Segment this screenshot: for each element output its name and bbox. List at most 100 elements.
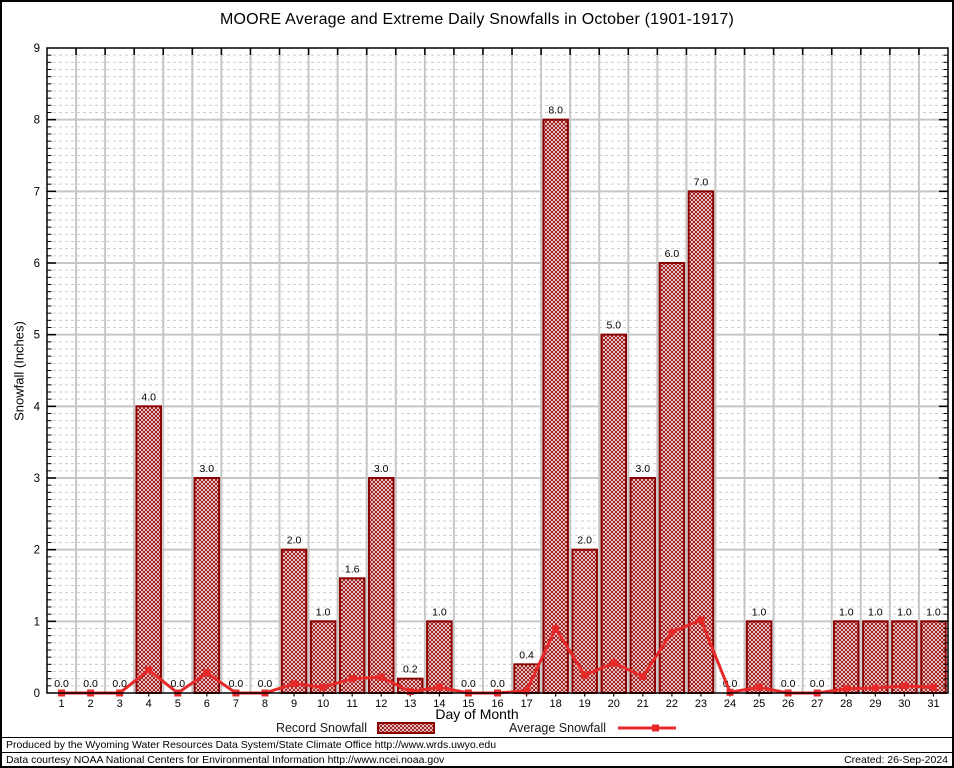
footer: Produced by the Wyoming Water Resources … bbox=[2, 737, 952, 766]
average-marker bbox=[348, 675, 356, 683]
record-bar-day-12 bbox=[367, 477, 395, 694]
x-tick-label: 19 bbox=[579, 698, 591, 710]
x-tick-label: 8 bbox=[262, 698, 268, 710]
record-bar-day-6 bbox=[193, 477, 221, 694]
y-tick-label: 1 bbox=[34, 616, 40, 628]
record-bar-day-28 bbox=[833, 620, 860, 694]
x-tick-label: 28 bbox=[840, 698, 852, 710]
average-marker bbox=[697, 616, 705, 624]
x-tick-label: 27 bbox=[811, 698, 823, 710]
record-bar-day-4 bbox=[135, 405, 162, 694]
legend-average-label: Average Snowfall bbox=[508, 721, 607, 735]
average-marker bbox=[435, 683, 443, 691]
y-tick-label: 0 bbox=[34, 688, 40, 700]
bar-value-label: 0.4 bbox=[519, 649, 534, 661]
bar-value-label: 8.0 bbox=[548, 105, 563, 117]
y-tick-labels: 0 1 2 3 4 5 6 7 8 9 bbox=[34, 43, 41, 700]
bar-value-label: 3.0 bbox=[200, 463, 215, 475]
bar-value-label: 6.0 bbox=[665, 248, 680, 260]
legend-record-label: Record Snowfall bbox=[275, 721, 367, 735]
x-tick-label: 10 bbox=[317, 698, 329, 710]
average-marker bbox=[203, 669, 211, 677]
x-tick-label: 4 bbox=[146, 698, 152, 710]
record-bar-day-11 bbox=[338, 577, 366, 694]
x-tick-label: 24 bbox=[724, 698, 736, 710]
average-marker bbox=[639, 673, 647, 681]
record-bar-day-23 bbox=[687, 190, 715, 694]
y-tick-label: 8 bbox=[34, 115, 40, 127]
y-tick-label: 9 bbox=[34, 43, 40, 55]
bar-value-label: 1.0 bbox=[839, 606, 854, 618]
bar-value-label: 0.0 bbox=[229, 678, 244, 690]
x-tick-label: 5 bbox=[175, 698, 181, 710]
bar-value-label: 1.6 bbox=[345, 563, 360, 575]
x-tick-label: 29 bbox=[869, 698, 881, 710]
bar-value-label: 0.0 bbox=[258, 678, 273, 690]
x-tick-label: 2 bbox=[88, 698, 94, 710]
x-tick-label: 23 bbox=[695, 698, 707, 710]
average-marker bbox=[668, 628, 676, 636]
bar-value-label: 0.0 bbox=[83, 678, 98, 690]
average-marker bbox=[929, 683, 937, 691]
record-snowfall-bars: 0.0 0.0 0.0 4.0 0.0 3.0 0.0 0.0 2.0 1.0 1.6 3.0 0.2 1… bbox=[54, 105, 947, 695]
average-marker bbox=[523, 687, 531, 695]
y-tick-label: 3 bbox=[34, 473, 40, 485]
average-marker bbox=[377, 673, 385, 681]
x-tick-label: 15 bbox=[462, 698, 474, 710]
legend-item-average: Average Snowfall bbox=[509, 721, 678, 735]
x-tick-label: 3 bbox=[117, 698, 123, 710]
bar-value-label: 3.0 bbox=[636, 463, 651, 475]
x-tick-label: 13 bbox=[404, 698, 416, 710]
chart-title: MOORE Average and Extreme Daily Snowfall… bbox=[219, 11, 735, 28]
average-marker bbox=[871, 684, 879, 692]
x-tick-labels: 1 2 3 4 5 6 7 8 9 10 11 12 13 14 15 16 17 18 19 20 21 22 23 24 2… bbox=[58, 698, 939, 710]
bar-value-label: 0.0 bbox=[170, 678, 185, 690]
x-tick-label: 20 bbox=[608, 698, 620, 710]
x-tick-label: 7 bbox=[233, 698, 239, 710]
minor-gridlines bbox=[47, 54, 948, 687]
x-tick-label: 6 bbox=[204, 698, 210, 710]
x-tick-label: 14 bbox=[433, 698, 445, 710]
bar-value-label: 0.0 bbox=[54, 678, 69, 690]
record-bar-day-29 bbox=[862, 620, 889, 694]
x-axis-title: Day of Month bbox=[435, 706, 519, 722]
average-marker bbox=[900, 682, 908, 690]
plot-border bbox=[46, 47, 949, 694]
x-tick-label: 16 bbox=[491, 698, 503, 710]
average-swatch-icon bbox=[618, 724, 677, 732]
average-marker bbox=[406, 688, 414, 696]
record-bar-day-21 bbox=[629, 477, 657, 694]
x-tick-label: 25 bbox=[753, 698, 765, 710]
bar-value-label: 3.0 bbox=[374, 463, 389, 475]
average-marker bbox=[755, 683, 763, 691]
bar-value-label: 1.0 bbox=[926, 606, 941, 618]
bar-value-label: 2.0 bbox=[577, 535, 592, 547]
y-tick-label: 4 bbox=[34, 401, 41, 413]
average-marker bbox=[319, 683, 327, 691]
record-bar-day-18 bbox=[542, 118, 569, 694]
record-bar-day-30 bbox=[891, 620, 918, 694]
x-tick-label: 21 bbox=[637, 698, 649, 710]
x-tick-label: 30 bbox=[898, 698, 910, 710]
x-tick-label: 22 bbox=[666, 698, 678, 710]
average-marker bbox=[842, 685, 850, 693]
x-tick-label: 31 bbox=[927, 698, 939, 710]
x-tick-label: 26 bbox=[782, 698, 794, 710]
bar-value-label: 7.0 bbox=[694, 176, 709, 188]
bar-value-label: 0.0 bbox=[810, 678, 825, 690]
x-tick-label: 9 bbox=[291, 698, 297, 710]
x-tick-label: 1 bbox=[58, 698, 64, 710]
bar-value-label: 0.0 bbox=[490, 678, 505, 690]
average-marker bbox=[610, 659, 618, 667]
record-bar-day-31 bbox=[920, 620, 947, 694]
bar-value-label: 4.0 bbox=[141, 391, 156, 403]
snowfall-plot: 0.0 0.0 0.0 4.0 0.0 3.0 0.0 0.0 2.0 1.0 1.6 3.0 0.2 1… bbox=[34, 43, 949, 710]
record-bar-day-14 bbox=[426, 620, 453, 694]
y-tick-label: 5 bbox=[34, 330, 40, 342]
bar-value-label: 1.0 bbox=[432, 606, 447, 618]
bar-value-label: 1.0 bbox=[752, 606, 767, 618]
record-swatch-icon bbox=[376, 722, 435, 734]
x-tick-label: 17 bbox=[520, 698, 532, 710]
record-bar-day-10 bbox=[309, 620, 337, 694]
